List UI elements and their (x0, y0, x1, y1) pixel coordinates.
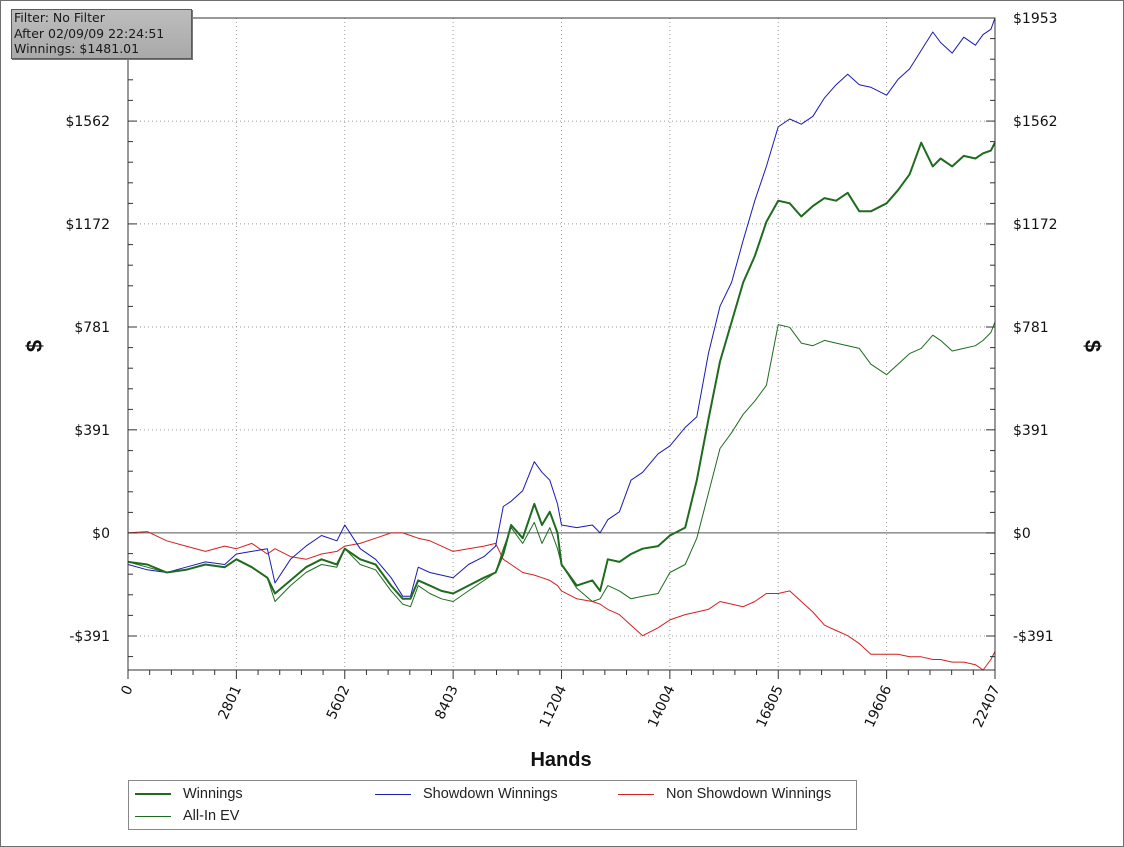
y-tick-label-right: $1562 (1013, 114, 1058, 130)
legend-label-non-showdown-winnings: Non Showdown Winnings (666, 786, 832, 802)
series-line-winnings (127, 141, 996, 600)
series-line-all-in-ev (127, 321, 996, 608)
y-tick-label-right: $0 (1013, 526, 1031, 542)
y-tick-label-left: $1562 (65, 114, 110, 130)
x-tick-label: 14004 (645, 683, 678, 730)
legend-item-all-in-ev: All-In EV (135, 806, 239, 826)
y-tick-label-right: $1953 (1013, 11, 1058, 27)
x-tick-label: 16805 (754, 683, 787, 730)
legend-swatch-showdown-winnings (375, 793, 411, 795)
series-line-showdown-winnings (127, 17, 996, 597)
x-tick-label: 5602 (324, 683, 354, 722)
y-tick-label-left: $781 (74, 320, 110, 336)
legend-item-non-showdown-winnings: Non Showdown Winnings (618, 784, 831, 804)
legend-item-showdown-winnings: Showdown Winnings (375, 784, 558, 804)
x-tick-label: 22407 (970, 683, 1003, 730)
y-tick-label-right: $391 (1013, 423, 1049, 439)
axis-ticks (127, 17, 996, 679)
x-tick-label: 0 (118, 683, 136, 698)
series-lines (127, 17, 996, 671)
x-axis-title: Hands (530, 749, 591, 771)
summary-info-box: Filter: No Filter After 02/09/09 22:24:5… (11, 9, 192, 59)
chart-legend: Winnings All-In EV Showdown Winnings Non… (128, 780, 857, 830)
y-tick-label-left: $391 (74, 423, 110, 439)
y-tick-label-right: $781 (1013, 320, 1049, 336)
x-tick-label: 11204 (537, 683, 570, 730)
x-tick-label: 8403 (432, 683, 462, 722)
y-tick-label-left: $0 (92, 526, 110, 542)
series-line-non-showdown-winnings (127, 531, 996, 671)
y-tick-label-right: -$391 (1013, 629, 1054, 645)
legend-label-winnings: Winnings (183, 786, 243, 802)
winnings-text: Winnings: $1481.01 (14, 41, 140, 56)
x-tick-label: 2801 (215, 683, 245, 722)
filter-text: Filter: No Filter (14, 10, 105, 25)
y-tick-label-right: $1172 (1013, 217, 1058, 233)
legend-label-all-in-ev: All-In EV (183, 808, 240, 824)
after-date-text: After 02/09/09 22:24:51 (14, 25, 165, 41)
legend-label-showdown-winnings: Showdown Winnings (423, 786, 558, 802)
legend-swatch-non-showdown-winnings (618, 793, 654, 795)
y-axis-title-right: $ (1080, 340, 1105, 352)
legend-swatch-all-in-ev (135, 815, 171, 817)
y-tick-label-left: $1172 (65, 217, 110, 233)
legend-swatch-winnings (135, 793, 171, 795)
legend-item-winnings: Winnings (135, 784, 243, 804)
y-axis-title-left: $ (22, 340, 47, 352)
x-tick-label: 19606 (862, 683, 895, 730)
y-tick-label-left: -$391 (69, 629, 110, 645)
